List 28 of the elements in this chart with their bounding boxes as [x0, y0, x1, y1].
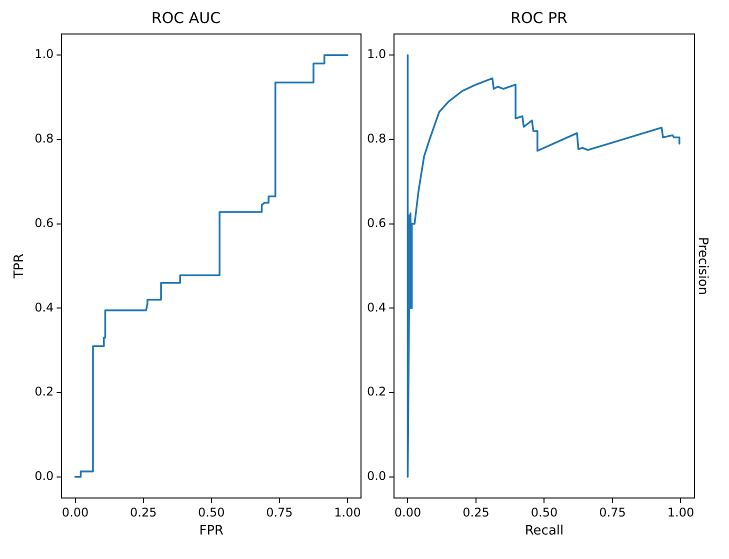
y-tick-label: 0.4 — [366, 300, 386, 314]
x-tick-label: 0.75 — [266, 505, 293, 520]
x-tick-label: 0.25 — [130, 505, 157, 520]
y-tick-label: 0.4 — [34, 300, 54, 314]
x-tick-label: 1.00 — [667, 505, 694, 520]
x-tick-label: 0.00 — [394, 505, 422, 520]
y-axis-title: Precision — [694, 236, 710, 296]
chart-title: ROC PR — [510, 8, 568, 27]
chart-title: ROC AUC — [151, 8, 221, 27]
x-tick-label: 0.50 — [530, 505, 558, 520]
x-tick-label: 0.25 — [462, 505, 490, 520]
y-tick-label: 0.6 — [34, 216, 54, 230]
x-tick-label: 0.00 — [62, 505, 89, 520]
x-axis-title: FPR — [199, 524, 224, 539]
y-tick-label: 1.0 — [34, 47, 54, 62]
x-tick-label: 0.50 — [198, 505, 225, 520]
x-tick-label: 0.75 — [599, 505, 626, 520]
x-tick-label: 1.00 — [334, 505, 361, 520]
y-tick-label: 0.0 — [366, 469, 386, 484]
y-tick-label: 1.0 — [366, 47, 386, 62]
y-tick-label: 0.0 — [34, 469, 54, 484]
y-tick-label: 0.2 — [366, 384, 386, 399]
x-axis-title: Recall — [524, 524, 564, 539]
y-tick-label: 0.6 — [366, 216, 386, 230]
y-tick-label: 0.8 — [366, 132, 386, 146]
y-axis-title: TPR — [12, 254, 28, 280]
y-tick-label: 0.8 — [34, 132, 54, 146]
y-tick-label: 0.2 — [34, 384, 54, 399]
